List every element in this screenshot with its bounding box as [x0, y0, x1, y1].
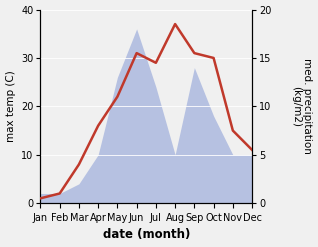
X-axis label: date (month): date (month)	[103, 228, 190, 242]
Y-axis label: med. precipitation
(kg/m2): med. precipitation (kg/m2)	[291, 59, 313, 154]
Y-axis label: max temp (C): max temp (C)	[5, 70, 16, 142]
